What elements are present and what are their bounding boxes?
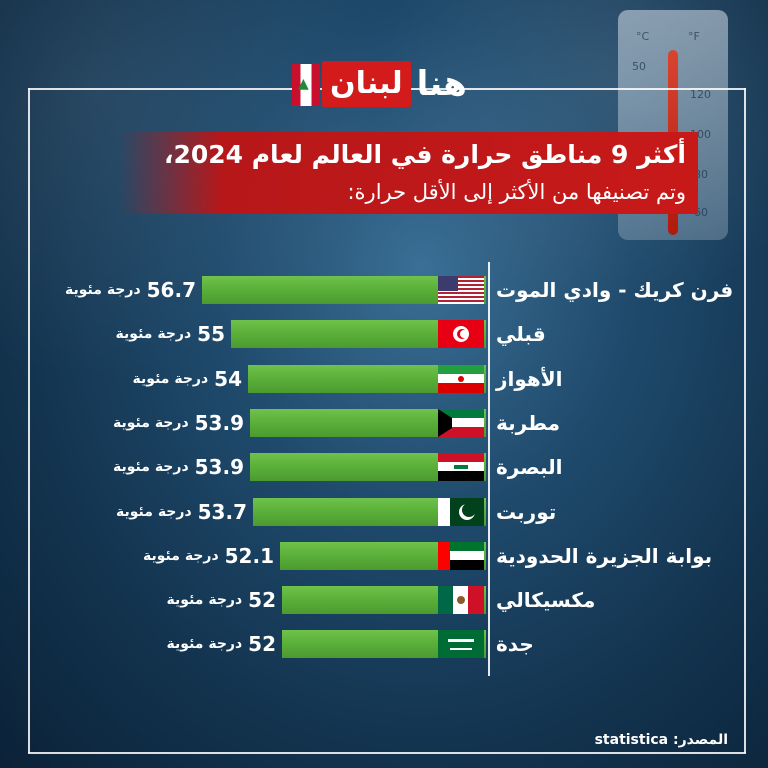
mexico-flag-icon bbox=[438, 586, 484, 614]
thermometer-fahrenheit: °F bbox=[688, 30, 700, 43]
value-label: درجة مئوية 53.9 bbox=[113, 453, 244, 481]
lebanon-flag-icon bbox=[292, 64, 320, 106]
pakistan-flag-icon bbox=[438, 498, 484, 526]
frame-left-line bbox=[28, 88, 30, 753]
kuwait-flag-icon bbox=[438, 409, 484, 437]
value-number: 53.7 bbox=[197, 500, 247, 524]
brand-logo: ▲ لبنان هنا bbox=[292, 58, 482, 112]
chart-row: الأهواز درجة مئوية 54 bbox=[0, 363, 768, 397]
chart-row: مكسيكالي درجة مئوية 52 bbox=[0, 584, 768, 618]
cedar-icon: ▲ bbox=[298, 76, 309, 92]
thermometer-tick: 50 bbox=[632, 60, 646, 73]
category-label: الأهواز bbox=[496, 367, 563, 391]
value-unit: درجة مئوية bbox=[166, 636, 243, 652]
saudi-flag-icon bbox=[438, 630, 484, 658]
value-number: 56.7 bbox=[146, 278, 196, 302]
value-number: 55 bbox=[197, 322, 225, 346]
logo-red-text: لبنان bbox=[322, 61, 411, 107]
value-number: 52 bbox=[248, 632, 276, 656]
frame-right-line bbox=[744, 88, 746, 753]
logo-white-text: هنا bbox=[416, 64, 467, 104]
category-label: بوابة الجزيرة الحدودية bbox=[496, 544, 713, 568]
iran-flag-icon bbox=[438, 365, 484, 393]
value-number: 53.9 bbox=[194, 455, 244, 479]
chart-row: توربت درجة مئوية 53.7 bbox=[0, 496, 768, 530]
chart-row: قبلي درجة مئوية 55 bbox=[0, 318, 768, 352]
title-band bbox=[118, 132, 698, 214]
chart-row: البصرة درجة مئوية 53.9 bbox=[0, 451, 768, 485]
usa-flag-icon bbox=[438, 276, 484, 304]
category-label: جدة bbox=[496, 632, 534, 656]
category-label: البصرة bbox=[496, 455, 563, 479]
value-label: درجة مئوية 53.9 bbox=[113, 409, 244, 437]
category-label: مكسيكالي bbox=[496, 588, 596, 612]
value-unit: درجة مئوية bbox=[115, 326, 192, 342]
chart-row: فرن كريك - وادي الموت درجة مئوية 56.7 bbox=[0, 274, 768, 308]
value-unit: درجة مئوية bbox=[143, 548, 219, 564]
source-note: المصدر: statistica bbox=[594, 732, 728, 748]
thermometer-celsius: °C bbox=[636, 30, 650, 43]
axis-line bbox=[488, 262, 490, 676]
value-unit: درجة مئوية bbox=[116, 504, 192, 520]
value-label: درجة مئوية 52.1 bbox=[143, 542, 274, 570]
value-unit: درجة مئوية bbox=[113, 415, 189, 431]
category-label: قبلي bbox=[496, 322, 546, 346]
value-number: 52.1 bbox=[224, 544, 274, 568]
value-unit: درجة مئوية bbox=[132, 371, 209, 387]
iraq-flag-icon bbox=[438, 453, 484, 481]
chart-row: بوابة الجزيرة الحدودية درجة مئوية 52.1 bbox=[0, 540, 768, 574]
tunisia-flag-icon bbox=[438, 320, 484, 348]
value-label: درجة مئوية 53.7 bbox=[116, 498, 247, 526]
category-label: مطربة bbox=[496, 411, 560, 435]
value-unit: درجة مئوية bbox=[166, 592, 243, 608]
uae-flag-icon bbox=[438, 542, 484, 570]
value-unit: درجة مئوية bbox=[65, 282, 141, 298]
value-number: 54 bbox=[214, 367, 242, 391]
chart-title: أكثر 9 مناطق حرارة في العالم لعام 2024، bbox=[163, 140, 686, 169]
value-label: درجة مئوية 52 bbox=[167, 630, 276, 658]
value-unit: درجة مئوية bbox=[113, 459, 189, 475]
value-number: 53.9 bbox=[194, 411, 244, 435]
value-label: درجة مئوية 55 bbox=[116, 320, 225, 348]
chart-row: مطربة درجة مئوية 53.9 bbox=[0, 407, 768, 441]
value-label: درجة مئوية 56.7 bbox=[65, 276, 196, 304]
chart-subtitle: وتم تصنيفها من الأكثر إلى الأقل حرارة: bbox=[347, 180, 686, 204]
frame-bottom-line bbox=[28, 752, 746, 754]
category-label: فرن كريك - وادي الموت bbox=[496, 278, 734, 302]
chart-row: جدة درجة مئوية 52 bbox=[0, 628, 768, 662]
thermometer-tick: 120 bbox=[690, 88, 711, 101]
value-number: 52 bbox=[248, 588, 276, 612]
value-label: درجة مئوية 52 bbox=[167, 586, 276, 614]
category-label: توربت bbox=[496, 500, 557, 524]
value-label: درجة مئوية 54 bbox=[133, 365, 242, 393]
